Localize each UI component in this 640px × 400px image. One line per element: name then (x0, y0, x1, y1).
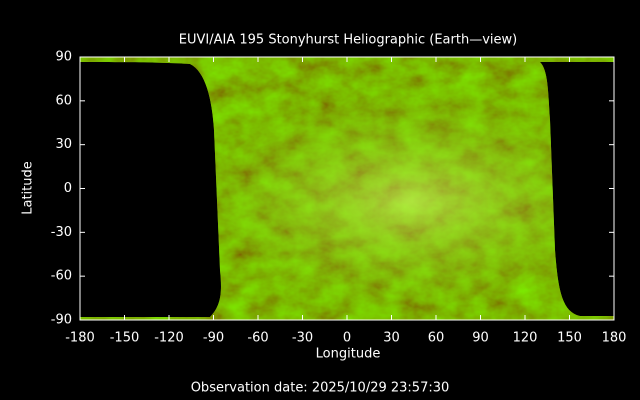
x-tick-label: 150 (557, 331, 582, 346)
chart-title: EUVI/AIA 195 Stonyhurst Heliographic (Ea… (179, 33, 517, 48)
axes: -180 -150 -120 -90 -60 -30 0 30 60 90 120 150 180 -90… (51, 50, 627, 346)
y-tick-label: 0 (64, 181, 72, 196)
x-tick-label: -180 (65, 331, 95, 346)
y-tick-label: -30 (51, 225, 72, 240)
x-tick-label: -30 (292, 331, 313, 346)
y-axis-label: Latitude (21, 161, 36, 215)
y-tick-label: -90 (51, 313, 72, 328)
x-tick-label: -90 (203, 331, 224, 346)
x-tick-label: 60 (428, 331, 445, 346)
y-tick-label: 30 (55, 137, 72, 152)
x-axis-label: Longitude (316, 347, 381, 362)
y-tick-label: 90 (55, 50, 72, 65)
x-tick-label: 90 (472, 331, 489, 346)
x-tick-label: 30 (383, 331, 400, 346)
x-tick-label: -60 (247, 331, 268, 346)
x-tick-label: 0 (343, 331, 351, 346)
y-tick-label: -60 (51, 269, 72, 284)
footer: Observation date: 2025/10/29 23:57:30 (191, 381, 450, 396)
x-tick-label: 180 (602, 331, 627, 346)
x-tick-label: -120 (154, 331, 184, 346)
x-tick-label: 120 (513, 331, 538, 346)
solar-map (80, 57, 614, 320)
x-tick-label: -150 (110, 331, 140, 346)
y-tick-label: 60 (55, 93, 72, 108)
